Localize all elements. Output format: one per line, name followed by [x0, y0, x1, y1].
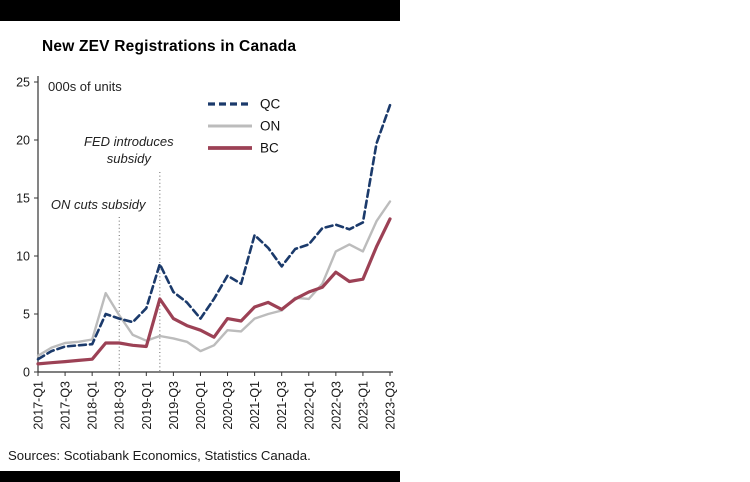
x-tick-label: 2020-Q1	[194, 381, 208, 430]
x-tick-label: 2022-Q3	[329, 381, 343, 430]
x-tick-label: 2018-Q3	[113, 381, 127, 430]
x-tick-label: 2022-Q1	[302, 381, 316, 430]
x-tick-label: 2021-Q3	[275, 381, 289, 430]
x-tick-label: 2021-Q1	[248, 381, 262, 430]
x-tick-label: 2017-Q3	[59, 381, 73, 430]
source-note: Sources: Scotiabank Economics, Statistic…	[8, 448, 311, 463]
annotation-label: FED introduces	[84, 134, 174, 149]
y-tick-label: 25	[16, 76, 30, 90]
y-tick-label: 0	[23, 366, 30, 380]
series-line-qc	[36, 103, 392, 361]
legend-label-bc: BC	[260, 141, 279, 156]
legend: QC ON BC	[208, 97, 281, 156]
zev-line-chart: FED introduces subsidy ON cuts subsidy 0 5 10…	[16, 76, 398, 430]
annotation-label: ON cuts subsidy	[51, 197, 147, 212]
chart-card: New ZEV Registrations in Canada FED intr…	[0, 0, 400, 482]
series-lines	[36, 103, 392, 366]
legend-label-on: ON	[260, 119, 280, 134]
series-line-on	[36, 200, 392, 357]
annotation-label: subsidy	[107, 151, 153, 166]
x-tick-label: 2023-Q3	[384, 381, 398, 430]
legend-label-qc: QC	[260, 97, 281, 112]
annotations: FED introduces subsidy ON cuts subsidy	[51, 134, 174, 372]
x-tick-label: 2017-Q1	[32, 381, 46, 430]
y-axis: 0 5 10 15 20 25 000s of units	[16, 76, 122, 380]
x-tick-label: 2019-Q1	[140, 381, 154, 430]
x-tick-label: 2019-Q3	[167, 381, 181, 430]
y-tick-label: 20	[16, 134, 30, 148]
unit-label: 000s of units	[48, 79, 122, 94]
bottom-black-bar	[0, 471, 400, 482]
y-tick-label: 5	[23, 308, 30, 322]
x-tick-label: 2018-Q1	[86, 381, 100, 430]
x-tick-label: 2020-Q3	[221, 381, 235, 430]
top-black-bar	[0, 0, 400, 21]
chart-title: New ZEV Registrations in Canada	[42, 38, 297, 55]
y-tick-label: 10	[16, 250, 30, 264]
series-line-bc	[36, 217, 392, 366]
y-tick-label: 15	[16, 192, 30, 206]
x-axis: 2017-Q1 2017-Q3 2018-Q1 2018-Q3 2019-Q1 2019-…	[32, 371, 398, 430]
x-tick-label: 2023-Q1	[356, 381, 370, 430]
